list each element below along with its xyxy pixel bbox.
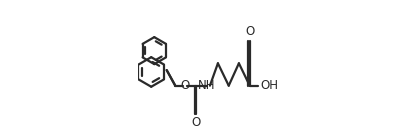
Text: O: O <box>245 25 255 38</box>
Text: O: O <box>191 116 200 129</box>
Text: O: O <box>180 79 189 92</box>
Text: NH: NH <box>198 79 216 92</box>
Text: OH: OH <box>261 79 279 92</box>
